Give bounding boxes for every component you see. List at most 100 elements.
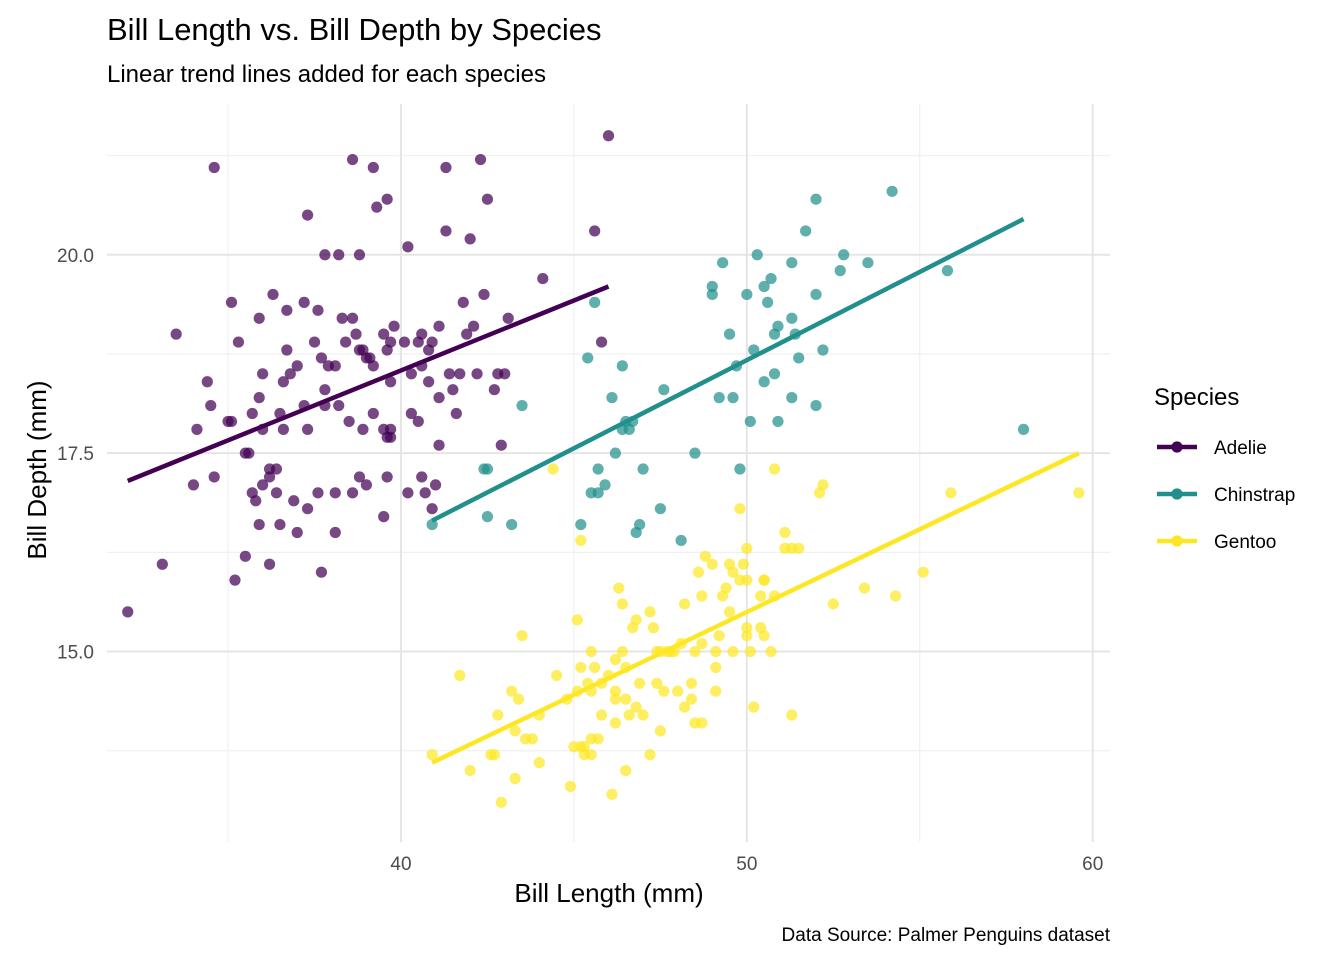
data-point (575, 518, 587, 531)
data-point (464, 233, 476, 245)
data-point (526, 733, 539, 745)
data-point (346, 487, 359, 499)
legend-key-point (1171, 488, 1183, 500)
data-point (288, 495, 300, 507)
data-point (329, 360, 341, 372)
series-adelie-points (122, 130, 615, 618)
data-point (353, 249, 366, 261)
y-tick-label: 20.0 (57, 246, 94, 267)
data-point (270, 463, 283, 475)
data-point (710, 661, 722, 674)
data-point (706, 280, 718, 293)
data-point (385, 376, 397, 388)
legend-label: Gentoo (1214, 532, 1276, 553)
data-point (378, 511, 390, 523)
data-point (585, 749, 597, 761)
data-point (333, 249, 345, 261)
trend-line-gentoo (431, 451, 1080, 765)
data-point (506, 518, 518, 531)
data-point (720, 582, 732, 594)
data-point (620, 764, 632, 777)
data-point (595, 677, 608, 689)
data-point (426, 749, 438, 761)
data-point (509, 772, 521, 785)
data-point (533, 757, 545, 769)
trend-line-adelie (126, 284, 610, 484)
data-point (609, 693, 622, 705)
data-point (609, 653, 622, 666)
data-point (755, 590, 767, 602)
data-point (378, 328, 390, 340)
y-axis-ticks: 15.0 17.5 20.0 (57, 246, 94, 664)
data-point (440, 161, 452, 174)
data-point (800, 225, 812, 237)
data-point (793, 352, 805, 364)
data-point (312, 304, 324, 316)
legend-item-adelie: Adelie (1157, 438, 1267, 459)
data-point (595, 336, 608, 348)
data-point (817, 344, 829, 356)
data-point (454, 669, 466, 681)
data-point (727, 566, 739, 578)
data-point (561, 693, 573, 705)
data-point (353, 471, 366, 483)
data-point (768, 590, 781, 602)
data-point (761, 296, 774, 308)
data-point (302, 209, 314, 221)
data-point (647, 622, 660, 634)
data-point (717, 257, 729, 269)
data-point (748, 344, 760, 356)
data-point (426, 503, 438, 515)
data-point (741, 574, 753, 586)
data-point (758, 376, 770, 388)
x-axis-ticks: 40 50 60 (390, 854, 1103, 875)
data-point (571, 685, 583, 697)
data-point (284, 368, 296, 380)
y-tick-label: 15.0 (57, 643, 94, 664)
data-point (367, 407, 379, 420)
data-point (381, 193, 393, 205)
data-point (433, 392, 445, 404)
data-point (367, 360, 379, 372)
data-point (651, 677, 663, 689)
data-point (357, 423, 369, 435)
data-point (205, 399, 217, 412)
data-point (1017, 423, 1030, 435)
data-point (595, 709, 608, 721)
data-point (443, 368, 456, 380)
legend-key-point (1171, 535, 1183, 547)
data-point (654, 725, 666, 737)
data-point (599, 479, 611, 491)
data-point (516, 399, 528, 412)
data-point (699, 550, 711, 562)
legend-key-point (1171, 441, 1183, 453)
data-point (658, 384, 670, 396)
data-point (433, 439, 445, 451)
data-point (547, 463, 559, 475)
data-point (468, 320, 480, 332)
data-point (689, 447, 701, 459)
data-point (696, 590, 708, 602)
data-point (786, 392, 798, 404)
data-point (623, 709, 635, 721)
data-point (827, 598, 839, 610)
data-point (225, 296, 238, 308)
legend-item-gentoo: Gentoo (1157, 532, 1276, 553)
data-point (609, 447, 622, 459)
data-point (360, 479, 372, 491)
data-point (706, 288, 718, 301)
data-point (630, 701, 642, 713)
data-point (495, 439, 507, 451)
data-point (810, 193, 822, 205)
data-point (208, 161, 220, 174)
data-point (685, 677, 698, 689)
data-points (122, 130, 1085, 808)
data-point (495, 796, 507, 808)
data-point (616, 360, 628, 372)
series-gentoo-points (426, 463, 1085, 808)
data-point (917, 566, 929, 578)
data-point (634, 677, 646, 689)
data-point (385, 336, 397, 348)
data-point (741, 288, 753, 301)
x-tick-label: 50 (736, 854, 757, 875)
